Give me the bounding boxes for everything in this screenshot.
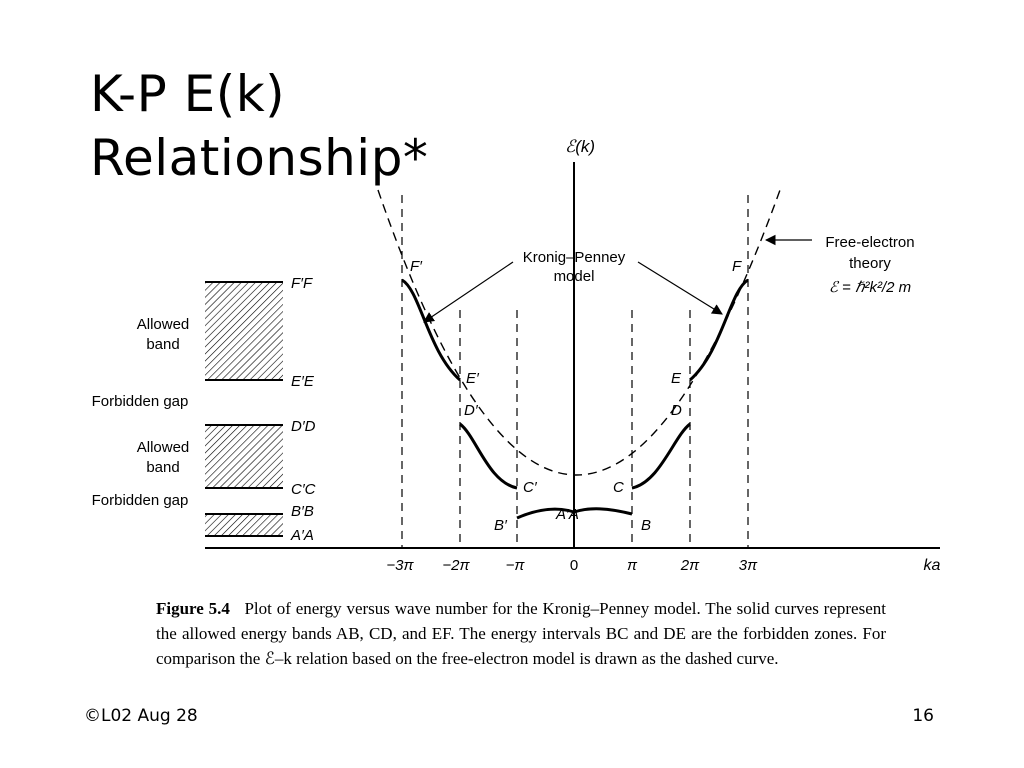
title-line-2: Relationship*: [90, 129, 429, 187]
point-d-prime: D′: [464, 402, 479, 419]
band-ab: [516, 507, 633, 520]
x-axis-label: ka: [924, 557, 941, 574]
allowed-band-middle: [205, 425, 283, 488]
allowed-band-label-1-line-1: Allowed: [137, 316, 190, 333]
point-d: D: [671, 402, 682, 419]
allowed-band-label-2-line-1: Allowed: [137, 439, 190, 456]
level-b-prime-b: B′B: [291, 503, 314, 520]
x-tick-zero: 0: [570, 557, 578, 574]
figure-caption-label: Figure 5.4: [156, 599, 230, 618]
y-axis-label: ℰ(k): [565, 137, 595, 156]
allowed-band-label-1-line-2: band: [146, 336, 179, 353]
figure-caption-text: Plot of energy versus wave number for th…: [156, 599, 886, 668]
band-ef-right: [689, 278, 749, 382]
band-ef-left: [401, 278, 461, 382]
free-electron-label-line-1: Free-electron: [825, 234, 914, 251]
kp-model-label-line-1: Kronig–Penney: [523, 249, 626, 266]
footer-copyright: ©L02 Aug 28: [84, 706, 198, 726]
figure-caption: Figure 5.4 Plot of energy versus wave nu…: [156, 596, 886, 671]
x-tick-minus-3pi: −3π: [386, 557, 414, 574]
allowed-band-upper: [205, 282, 283, 380]
band-diagram: [205, 281, 283, 537]
point-f-prime: F′: [410, 258, 423, 275]
level-f-prime-f: F′F: [291, 275, 313, 292]
x-tick-3pi: 3π: [739, 557, 758, 574]
allowed-band-label-2-line-2: band: [146, 459, 179, 476]
point-e: E: [671, 370, 682, 387]
level-a-prime-a: A′A: [290, 527, 314, 544]
title-line-1: K-P E(k): [90, 65, 286, 123]
point-b-prime: B′: [494, 517, 508, 534]
x-tick-minus-2pi: −2π: [442, 557, 470, 574]
level-d-prime-d: D′D: [291, 418, 316, 435]
zone-boundary-lines: [401, 195, 749, 548]
page-number: 16: [912, 706, 934, 726]
point-b: B: [641, 517, 651, 534]
level-e-prime-e: E′E: [291, 373, 315, 390]
x-tick-pi: π: [627, 557, 638, 574]
band-cd-right: [631, 422, 691, 490]
slide-title: K-P E(k) Relationship*: [90, 62, 428, 190]
free-electron-formula: ℰ = ℏ²k²/2 m: [829, 279, 911, 296]
point-a-prime-a: A′A: [555, 506, 579, 523]
band-cd-left: [459, 422, 518, 490]
point-c-prime: C′: [523, 479, 538, 496]
point-f: F: [732, 258, 742, 275]
kp-arrow-left: [423, 261, 514, 323]
kronig-penney-diagram: Kronig–Penney model Free-electron theory…: [92, 137, 941, 574]
point-c: C: [613, 479, 624, 496]
x-tick-minus-pi: −π: [506, 557, 526, 574]
level-c-prime-c: C′C: [291, 481, 316, 498]
kp-arrow-right: [637, 261, 723, 315]
forbidden-gap-label-2: Forbidden gap: [92, 492, 189, 509]
x-tick-2pi: 2π: [680, 557, 700, 574]
kp-band-curves: [401, 278, 749, 520]
allowed-band-lowest: [205, 514, 283, 536]
point-e-prime: E′: [466, 370, 480, 387]
kp-model-label-line-2: model: [554, 268, 595, 285]
forbidden-gap-label-1: Forbidden gap: [92, 393, 189, 410]
free-electron-label-line-2: theory: [849, 255, 891, 272]
